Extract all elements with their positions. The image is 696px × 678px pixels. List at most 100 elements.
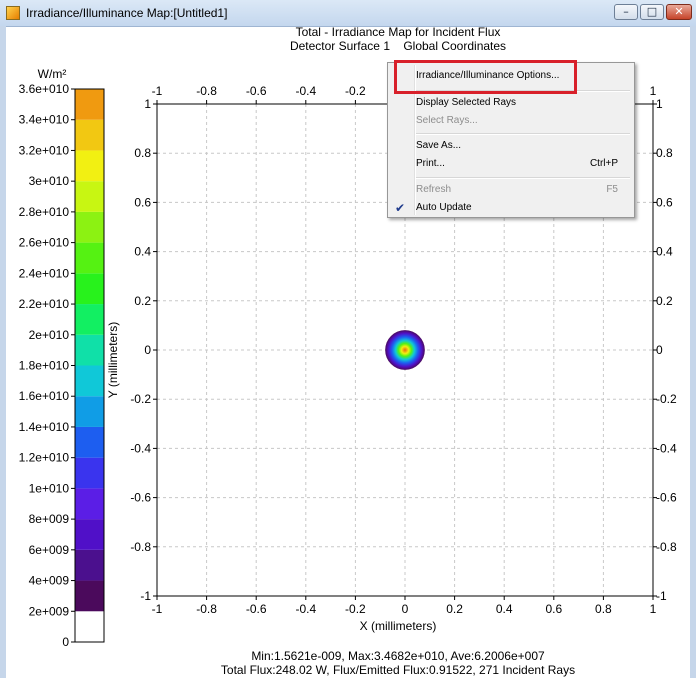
colorbar-label: 3.4e+010 bbox=[19, 113, 70, 127]
y-tick-label: -0.4 bbox=[130, 441, 151, 455]
chart-title: Total - Irradiance Map for Incident Flux bbox=[296, 25, 501, 39]
colorbar-label: 2e+009 bbox=[29, 604, 70, 618]
y-tick-label: 0.8 bbox=[134, 146, 151, 160]
stats-line-1: Min:1.5621e-009, Max:3.4682e+010, Ave:6.… bbox=[251, 649, 545, 663]
colorbar-label: 4e+009 bbox=[29, 574, 70, 588]
colorbar-label: 6e+009 bbox=[29, 543, 70, 557]
y-tick-label: 0 bbox=[144, 343, 151, 357]
colorbar-band bbox=[75, 242, 104, 274]
window-titlebar: Irradiance/Illuminance Map:[Untitled1] –… bbox=[0, 0, 696, 27]
y-tick-label-right: 0.8 bbox=[656, 146, 673, 160]
refresh-shortcut: F5 bbox=[606, 184, 618, 195]
y-axis-right: -1 -0.8 -0.6 -0.4 -0.2 0 0.2 0.4 0.6 0.8 1 bbox=[653, 97, 677, 603]
colorbar-band bbox=[75, 334, 104, 366]
menu-separator bbox=[416, 133, 630, 135]
colorbar-unit: W/m² bbox=[38, 67, 67, 81]
colorbar-band bbox=[75, 211, 104, 243]
y-axis-label: Y (millimeters) bbox=[106, 322, 120, 398]
y-tick-label: 0.4 bbox=[134, 245, 151, 259]
x-tick-label: 0.6 bbox=[545, 602, 562, 616]
colorbar-band bbox=[75, 488, 104, 520]
colorbar-band bbox=[75, 181, 104, 212]
y-tick-label-right: 0.4 bbox=[656, 245, 673, 259]
colorbar-label: 2.2e+010 bbox=[19, 297, 70, 311]
y-tick-label: 0.6 bbox=[134, 195, 151, 209]
colorbar-label: 1e+010 bbox=[29, 481, 70, 495]
y-tick-label-right: 0.2 bbox=[656, 294, 673, 308]
colorbar-band bbox=[75, 549, 104, 581]
colorbar-band bbox=[75, 426, 104, 458]
colorbar-band bbox=[75, 273, 104, 305]
menu-item-save-as[interactable]: Save As... bbox=[416, 140, 462, 151]
colorbar-label: 1.4e+010 bbox=[19, 420, 70, 434]
y-tick-label: -1 bbox=[140, 589, 151, 603]
menu-item-refresh[interactable]: Refresh bbox=[416, 184, 452, 195]
y-tick-label: -0.8 bbox=[130, 540, 151, 554]
colorbar-band bbox=[75, 89, 104, 120]
colorbar-band bbox=[75, 457, 104, 489]
window-frame-right bbox=[690, 26, 696, 678]
x-tick-label: -0.4 bbox=[295, 602, 316, 616]
x-axis-label: X (millimeters) bbox=[360, 619, 437, 633]
menu-item-select-rays[interactable]: Select Rays... bbox=[416, 115, 478, 126]
y-tick-label-right: 0.6 bbox=[656, 195, 673, 209]
chart-subtitle: Detector Surface 1 Global Coordinates bbox=[290, 39, 506, 53]
x-tick-label: 1 bbox=[650, 602, 657, 616]
irradiance-spot bbox=[385, 330, 425, 370]
y-tick-label-right: -0.6 bbox=[656, 491, 677, 505]
app-icon bbox=[6, 6, 20, 20]
menu-item-print[interactable]: Print... bbox=[416, 158, 445, 169]
colorbar-label: 8e+009 bbox=[29, 512, 70, 526]
stats-line-2: Total Flux:248.02 W, Flux/Emitted Flux:0… bbox=[221, 663, 575, 677]
window-frame-left bbox=[0, 26, 6, 678]
x-tick-label: 0.4 bbox=[496, 602, 513, 616]
colorbar: 0 2e+009 4e+009 6e+009 8e+009 1e+010 1.2e+010 1… bbox=[19, 82, 105, 649]
y-tick-label-right: 0 bbox=[656, 343, 663, 357]
menu-item-display-selected-rays[interactable]: Display Selected Rays bbox=[416, 97, 517, 108]
x-tick-label: 0 bbox=[402, 602, 409, 616]
colorbar-label: 3.6e+010 bbox=[19, 82, 70, 96]
colorbar-label: 1.2e+010 bbox=[19, 451, 70, 465]
colorbar-band bbox=[75, 365, 104, 397]
x-tick-label: -0.2 bbox=[345, 602, 366, 616]
y-tick-label-right: -0.2 bbox=[656, 392, 677, 406]
maximize-button[interactable]: □ bbox=[640, 4, 664, 20]
y-axis-left: -1 -0.8 -0.6 -0.4 -0.2 0 0.2 0.4 0.6 0.8 1 bbox=[130, 97, 157, 603]
x-tick-label-top: -0.8 bbox=[196, 84, 217, 98]
colorbar-label: 1.8e+010 bbox=[19, 359, 70, 373]
window-title: Irradiance/Illuminance Map:[Untitled1] bbox=[26, 6, 228, 20]
menu-gutter bbox=[414, 65, 416, 215]
x-tick-label-top: 1 bbox=[650, 84, 657, 98]
colorbar-label: 3.2e+010 bbox=[19, 143, 70, 157]
x-tick-label-top: -0.6 bbox=[246, 84, 267, 98]
x-tick-label: 0.8 bbox=[595, 602, 612, 616]
x-tick-label-top: -0.2 bbox=[345, 84, 366, 98]
x-tick-label: -1 bbox=[152, 602, 163, 616]
colorbar-label: 2.4e+010 bbox=[19, 266, 70, 280]
colorbar-label: 2.6e+010 bbox=[19, 236, 70, 250]
x-tick-label: 0.2 bbox=[446, 602, 463, 616]
colorbar-band bbox=[75, 580, 104, 612]
x-tick-label-top: -1 bbox=[152, 84, 163, 98]
y-tick-label-right: -1 bbox=[656, 589, 667, 603]
x-tick-label: -0.6 bbox=[246, 602, 267, 616]
colorbar-band bbox=[75, 611, 104, 642]
colorbar-label: 1.6e+010 bbox=[19, 389, 70, 403]
checkmark-icon: ✔ bbox=[394, 201, 406, 215]
menu-separator bbox=[416, 177, 630, 179]
y-tick-label: 1 bbox=[144, 97, 151, 111]
colorbar-label: 0 bbox=[62, 635, 69, 649]
colorbar-label: 2e+010 bbox=[29, 328, 70, 342]
print-shortcut: Ctrl+P bbox=[589, 158, 618, 169]
minimize-button[interactable]: – bbox=[614, 4, 638, 20]
menu-item-irradiance-options[interactable]: Irradiance/Illuminance Options... bbox=[416, 70, 560, 81]
highlight-annotation-box bbox=[394, 60, 577, 94]
colorbar-label: 2.8e+010 bbox=[19, 205, 70, 219]
colorbar-band bbox=[75, 396, 104, 427]
x-tick-label-top: -0.4 bbox=[295, 84, 316, 98]
x-tick-label: -0.8 bbox=[196, 602, 217, 616]
close-button[interactable]: ✕ bbox=[666, 4, 692, 20]
menu-item-auto-update[interactable]: Auto Update bbox=[416, 202, 472, 213]
colorbar-band bbox=[75, 150, 104, 182]
